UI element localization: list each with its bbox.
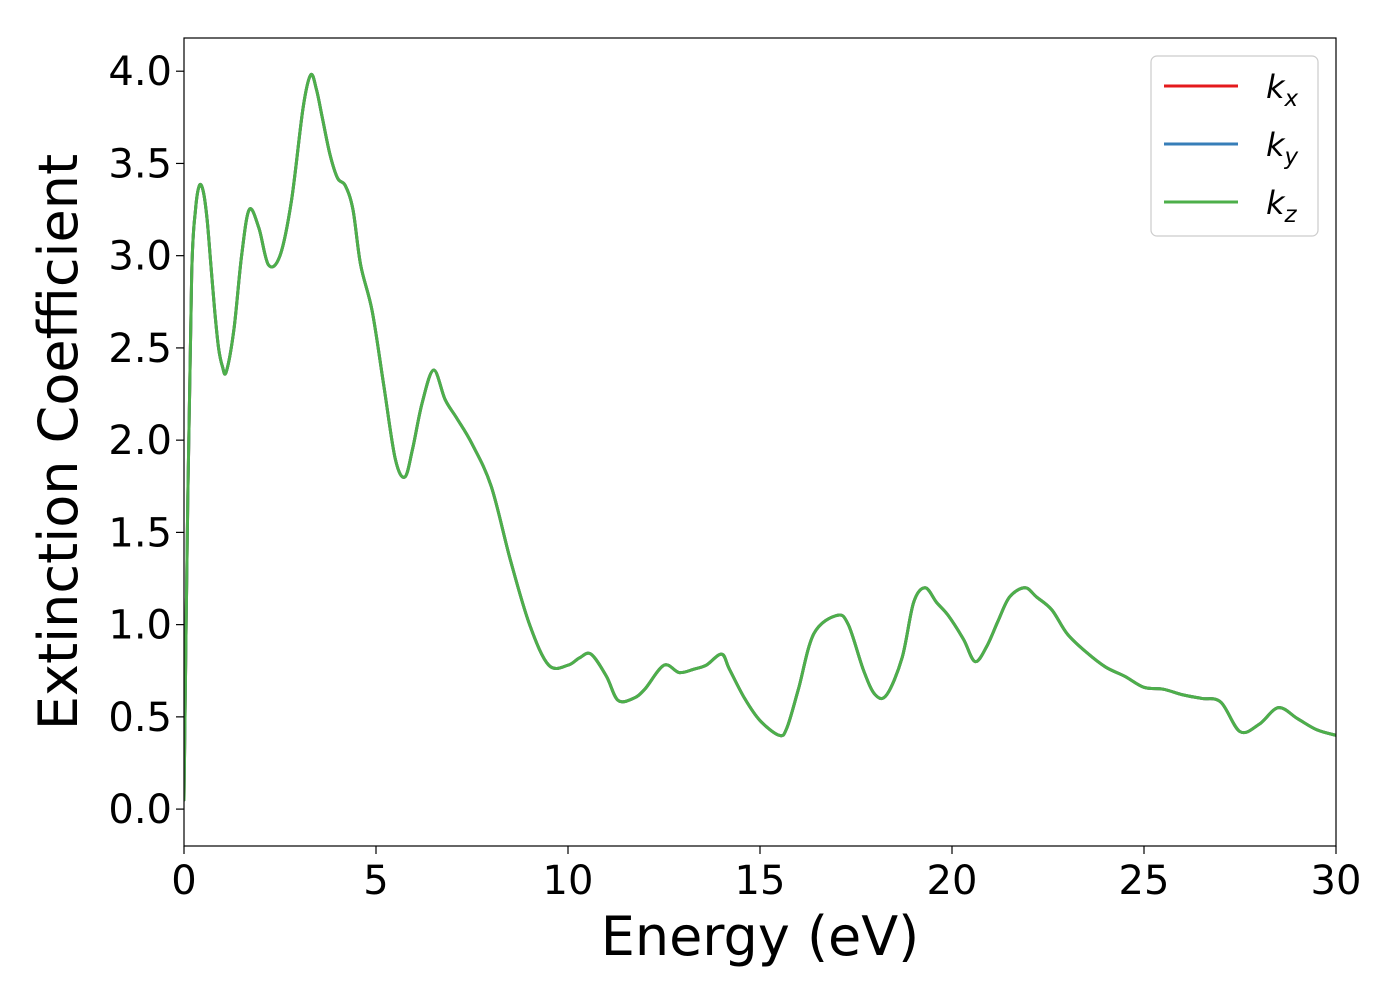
x-tick-label: 25 [1119,858,1170,904]
plot-lines [184,72,1336,802]
legend-label-k-x: kx [1266,68,1299,112]
x-tick-label: 30 [1311,858,1362,904]
y-tick-label: 4.0 [108,49,172,95]
x-tick-label: 0 [171,858,196,904]
y-tick-label: 3.0 [108,234,172,280]
x-tick-label: 15 [735,858,786,904]
x-axis-ticks: 0 5 10 15 20 25 30 [171,846,1361,904]
y-tick-label: 1.5 [108,510,172,556]
series-line-k-z [184,72,1336,802]
y-axis-title: Extinction Coefficient [27,154,90,730]
y-tick-label: 2.5 [108,326,172,372]
legend: kx ky kz [1150,55,1319,237]
x-tick-label: 20 [927,858,978,904]
y-tick-label: 1.0 [108,603,172,649]
y-axis-ticks: 0.0 0.5 1.0 1.5 2.0 2.5 3.0 3.5 4.0 [108,49,184,833]
y-tick-label: 2.0 [108,418,172,464]
x-axis-title: Energy (eV) [601,905,920,968]
x-tick-label: 5 [363,858,388,904]
legend-label-k-z: kz [1266,184,1298,228]
y-tick-label: 0.0 [108,787,172,833]
legend-label-k-y: ky [1266,126,1299,170]
x-tick-label: 10 [543,858,594,904]
legend-frame [1150,55,1319,237]
y-tick-label: 0.5 [108,695,172,741]
y-tick-label: 3.5 [108,141,172,187]
